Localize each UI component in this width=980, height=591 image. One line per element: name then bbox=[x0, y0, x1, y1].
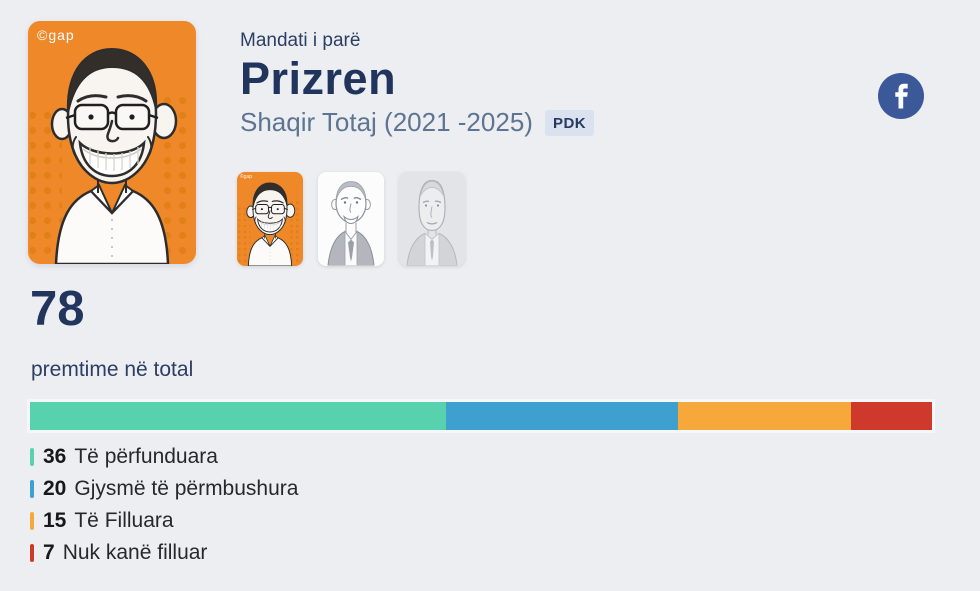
mayor-2-caricature bbox=[318, 172, 384, 266]
gap-logo: ©gap bbox=[37, 27, 75, 43]
thumbnail-mayor-3[interactable] bbox=[399, 172, 465, 266]
bar-segment-not-started bbox=[851, 402, 932, 430]
header: Mandati i parë Prizren Shaqir Totaj (202… bbox=[240, 30, 595, 138]
legend-item-completed[interactable]: 36 Të përfunduara bbox=[30, 441, 298, 473]
gap-logo-mini: ©gap bbox=[240, 174, 253, 180]
legend-count: 15 bbox=[43, 509, 67, 532]
facebook-button[interactable] bbox=[878, 73, 924, 119]
mayor-caricature-image bbox=[28, 21, 196, 264]
legend-item-half-fulfilled[interactable]: 20 Gjysmë të përmbushura bbox=[30, 473, 298, 505]
legend-label: Të Filluara bbox=[74, 509, 174, 532]
total-promises-number: 78 bbox=[30, 282, 85, 336]
bar-segment-half-fulfilled bbox=[446, 402, 678, 430]
legend-color-tick bbox=[30, 480, 34, 498]
mayor-portrait-card: ©gap bbox=[28, 21, 196, 264]
legend: 36 Të përfunduara 20 Gjysmë të përmbushu… bbox=[30, 441, 298, 569]
party-badge: PDK bbox=[544, 109, 595, 136]
mayor-1-caricature bbox=[237, 172, 303, 266]
thumbnail-mayor-2[interactable] bbox=[318, 172, 384, 266]
mayor-name: Shaqir Totaj (2021 -2025) bbox=[240, 107, 533, 138]
legend-color-tick bbox=[30, 544, 34, 562]
facebook-icon bbox=[878, 73, 924, 119]
mayor-thumbnails: ©gap bbox=[237, 172, 465, 266]
mayor-3-caricature bbox=[399, 172, 465, 266]
promises-stacked-bar bbox=[27, 399, 935, 433]
bar-segment-started bbox=[677, 402, 852, 430]
legend-label: Nuk kanë filluar bbox=[62, 541, 208, 564]
legend-label: Gjysmë të përmbushura bbox=[74, 477, 299, 500]
legend-count: 7 bbox=[43, 541, 55, 564]
bar-segment-completed bbox=[30, 402, 447, 430]
legend-item-not-started[interactable]: 7 Nuk kanë filluar bbox=[30, 537, 298, 569]
legend-count: 20 bbox=[43, 477, 67, 500]
legend-color-tick bbox=[30, 512, 34, 530]
page-title-municipality: Prizren bbox=[240, 53, 397, 104]
legend-color-tick bbox=[30, 448, 34, 466]
legend-label: Të përfunduara bbox=[74, 445, 218, 468]
mandate-label: Mandati i parë bbox=[240, 30, 361, 51]
thumbnail-mayor-1-active[interactable]: ©gap bbox=[237, 172, 303, 266]
legend-count: 36 bbox=[43, 445, 67, 468]
legend-item-started[interactable]: 15 Të Filluara bbox=[30, 505, 298, 537]
total-promises-label: premtime në total bbox=[31, 358, 194, 381]
